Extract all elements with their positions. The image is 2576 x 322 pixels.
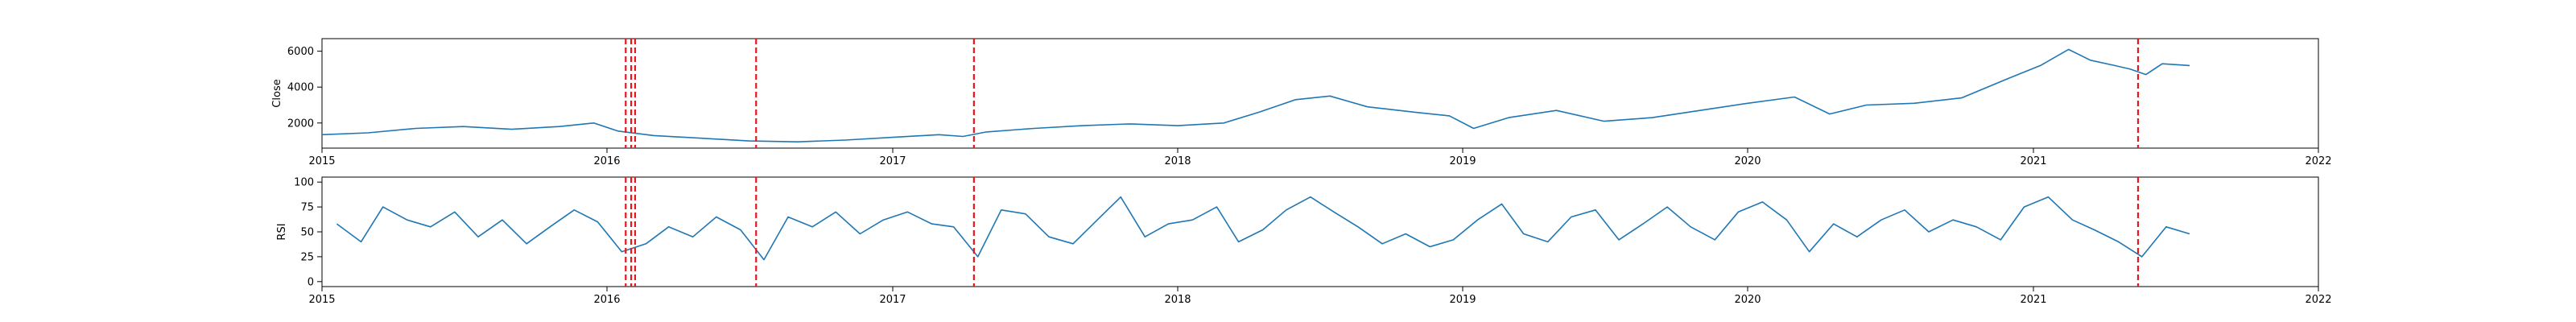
close-ytick-label: 6000	[287, 46, 314, 58]
rsi-xtick-label: 2019	[1449, 294, 1476, 306]
close-series-line	[321, 48, 2190, 142]
rsi-xtick-label: 2016	[593, 294, 620, 306]
rsi-xtick-label: 2021	[2020, 294, 2046, 306]
close-xtick-label: 2015	[308, 155, 335, 167]
rsi-ytick-label: 0	[308, 276, 314, 288]
close-xtick-label: 2019	[1449, 155, 1476, 167]
rsi-xtick-label: 2022	[2305, 294, 2331, 306]
close-ytick-label: 4000	[287, 82, 314, 94]
close-xtick-label: 2016	[593, 155, 620, 167]
rsi-xticks: 2015 2016 2017 2018 2019 2020 2021 2022	[308, 287, 2332, 306]
close-ylabel: Close	[271, 79, 283, 107]
rsi-xtick-label: 2020	[1734, 294, 1761, 306]
rsi-ytick-label: 75	[300, 202, 314, 214]
close-marks	[321, 48, 2190, 142]
rsi-ylabel: RSI	[276, 223, 288, 240]
rsi-ytick-label: 25	[300, 251, 314, 263]
close-event-lines	[625, 39, 2140, 148]
rsi-xtick-label: 2015	[308, 294, 335, 306]
rsi-series-line	[336, 196, 2190, 261]
rsi-ytick-label: 50	[300, 227, 314, 239]
close-xtick-label: 2021	[2020, 155, 2046, 167]
close-plot-area	[321, 38, 2319, 149]
close-xticks: 2015 2016 2017 2018 2019 2020 2021 2022	[308, 148, 2332, 167]
rsi-xtick-label: 2018	[1164, 294, 1191, 306]
close-ytick-label: 2000	[287, 118, 314, 130]
rsi-yticks: 0 25 50 75 100	[294, 177, 322, 288]
close-yticks: 2000 4000 6000	[287, 46, 322, 130]
close-xtick-label: 2018	[1164, 155, 1191, 167]
rsi-marks	[336, 196, 2190, 261]
rsi-ytick-label: 100	[294, 177, 314, 189]
close-xtick-label: 2022	[2305, 155, 2331, 167]
rsi-xtick-label: 2017	[879, 294, 906, 306]
rsi-event-lines	[625, 177, 2140, 287]
rsi-plot-area	[321, 176, 2319, 287]
close-xtick-label: 2020	[1734, 155, 1761, 167]
close-xtick-label: 2017	[879, 155, 906, 167]
